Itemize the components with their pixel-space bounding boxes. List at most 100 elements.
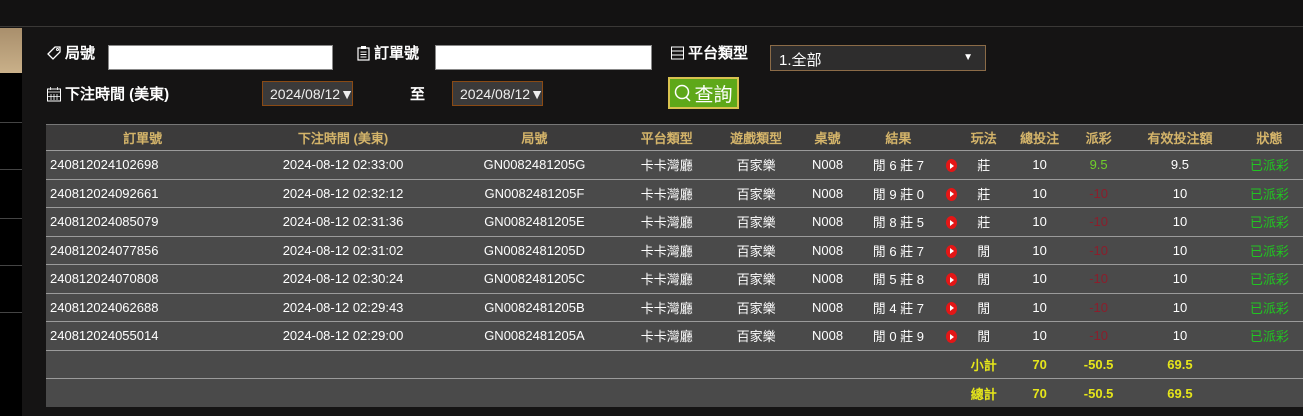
- payout: 9.5: [1073, 150, 1125, 179]
- empty-cell: [46, 378, 962, 407]
- platform: 卡卡灣廳: [622, 264, 712, 293]
- play-video-icon[interactable]: [946, 159, 958, 173]
- game-type: 百家樂: [711, 207, 801, 236]
- table-no: N008: [800, 207, 855, 236]
- column-header: 遊戲類型: [711, 124, 801, 151]
- valid-bet: 10: [1124, 264, 1236, 293]
- play-video-icon[interactable]: [946, 301, 958, 315]
- to-label: 至: [410, 86, 426, 103]
- column-header: 有效投注額: [1124, 124, 1236, 151]
- round-id: GN0082481205F: [446, 178, 623, 208]
- bet-time: 2024-08-12 02:30:24: [239, 264, 447, 293]
- subtotal-bet: 70: [1006, 349, 1074, 379]
- total-bet: 10: [1006, 207, 1074, 236]
- server-icon: [671, 46, 684, 59]
- table-row: 240812024077856 2024-08-12 02:31:02 GN0082…: [46, 235, 1303, 265]
- table-row: 240812024055014 2024-08-12 02:29:00 GN0082…: [46, 321, 1303, 350]
- bet-time: 2024-08-12 02:31:36: [239, 207, 447, 236]
- table-no: N008: [800, 235, 855, 265]
- table-row: 240812024092661 2024-08-12 02:32:12 GN0082…: [46, 178, 1303, 208]
- tag-icon: [47, 45, 61, 60]
- table-no: N008: [800, 292, 855, 322]
- payout: -10: [1073, 207, 1125, 236]
- subtotal-valid: 69.5: [1124, 349, 1236, 379]
- date-to-picker[interactable]: 2024/08/12▼: [452, 81, 544, 106]
- bet-type: 閒: [961, 292, 1007, 322]
- platform: 卡卡灣廳: [622, 150, 712, 179]
- chevron-down-icon: ▼: [963, 52, 973, 63]
- order-id: 240812024102698: [46, 150, 240, 179]
- table-no: N008: [800, 264, 855, 293]
- play-video-icon[interactable]: [946, 244, 958, 258]
- platform: 卡卡灣廳: [622, 207, 712, 236]
- play-video-icon[interactable]: [946, 273, 958, 287]
- result: 閒 8 莊 5: [854, 207, 943, 236]
- game-type: 百家樂: [711, 178, 801, 208]
- clipboard-icon: [357, 45, 370, 61]
- status: 已派彩: [1235, 207, 1303, 236]
- status: 已派彩: [1235, 150, 1303, 179]
- status: 已派彩: [1235, 292, 1303, 322]
- play-video-icon[interactable]: [946, 187, 958, 201]
- total-bet: 10: [1006, 321, 1074, 350]
- bet-type: 閒: [961, 321, 1007, 350]
- empty-cell: [46, 349, 962, 379]
- divider: [0, 169, 22, 170]
- order-id: 240812024070808: [46, 264, 240, 293]
- round-id: GN0082481205C: [446, 264, 623, 293]
- total-valid: 69.5: [1124, 378, 1236, 407]
- table-no: N008: [800, 178, 855, 208]
- bet-type: 莊: [961, 178, 1007, 208]
- column-header: 訂單號: [46, 124, 240, 151]
- platform-select[interactable]: 1.全部 ▼: [770, 45, 986, 71]
- payout: -10: [1073, 292, 1125, 322]
- order-id: 240812024055014: [46, 321, 240, 350]
- divider: [0, 312, 22, 313]
- video-cell: [942, 235, 962, 265]
- video-cell: [942, 292, 962, 322]
- round-id: GN0082481205G: [446, 150, 623, 179]
- valid-bet: 10: [1124, 178, 1236, 208]
- platform: 卡卡灣廳: [622, 235, 712, 265]
- column-header: 玩法: [961, 124, 1007, 151]
- table-row: 240812024102698 2024-08-12 02:33:00 GN0082…: [46, 150, 1303, 179]
- subtotal-payout: -50.5: [1073, 349, 1125, 379]
- bet-type: 莊: [961, 207, 1007, 236]
- game-type: 百家樂: [711, 264, 801, 293]
- column-header: 狀態: [1235, 124, 1303, 151]
- divider: [0, 265, 22, 266]
- video-cell: [942, 321, 962, 350]
- column-header: 下注時間 (美東): [239, 124, 447, 151]
- bet-type: 閒: [961, 235, 1007, 265]
- order-label: 訂單號: [356, 42, 419, 63]
- play-video-icon[interactable]: [946, 216, 958, 230]
- column-header: 桌號: [800, 124, 855, 151]
- round-id: GN0082481205A: [446, 321, 623, 350]
- valid-bet: 10: [1124, 321, 1236, 350]
- total-bet: 10: [1006, 178, 1074, 208]
- result: 閒 0 莊 9: [854, 321, 943, 350]
- bet-time: 2024-08-12 02:32:12: [239, 178, 447, 208]
- sidebar-active-tab[interactable]: [0, 28, 22, 73]
- status: 已派彩: [1235, 264, 1303, 293]
- play-video-icon[interactable]: [946, 330, 958, 344]
- valid-bet: 10: [1124, 292, 1236, 322]
- game-type: 百家樂: [711, 235, 801, 265]
- round-label: 局號: [46, 42, 95, 63]
- payout: -10: [1073, 321, 1125, 350]
- total-row: 總計 70 -50.5 69.5: [46, 378, 1303, 407]
- total-payout: -50.5: [1073, 378, 1125, 407]
- subtotal-row: 小計 70 -50.5 69.5: [46, 349, 1303, 379]
- round-input[interactable]: [108, 45, 333, 70]
- table-row: 240812024070808 2024-08-12 02:30:24 GN0082…: [46, 264, 1303, 293]
- search-button[interactable]: 查詢: [668, 77, 739, 109]
- top-bar: [0, 0, 1303, 27]
- video-cell: [942, 207, 962, 236]
- date-from-picker[interactable]: 2024/08/12▼: [262, 81, 354, 106]
- table-no: N008: [800, 150, 855, 179]
- bet-time: 2024-08-12 02:29:00: [239, 321, 447, 350]
- platform-label: 平台類型: [670, 42, 748, 63]
- order-input[interactable]: [435, 45, 652, 70]
- status: 已派彩: [1235, 235, 1303, 265]
- valid-bet: 9.5: [1124, 150, 1236, 179]
